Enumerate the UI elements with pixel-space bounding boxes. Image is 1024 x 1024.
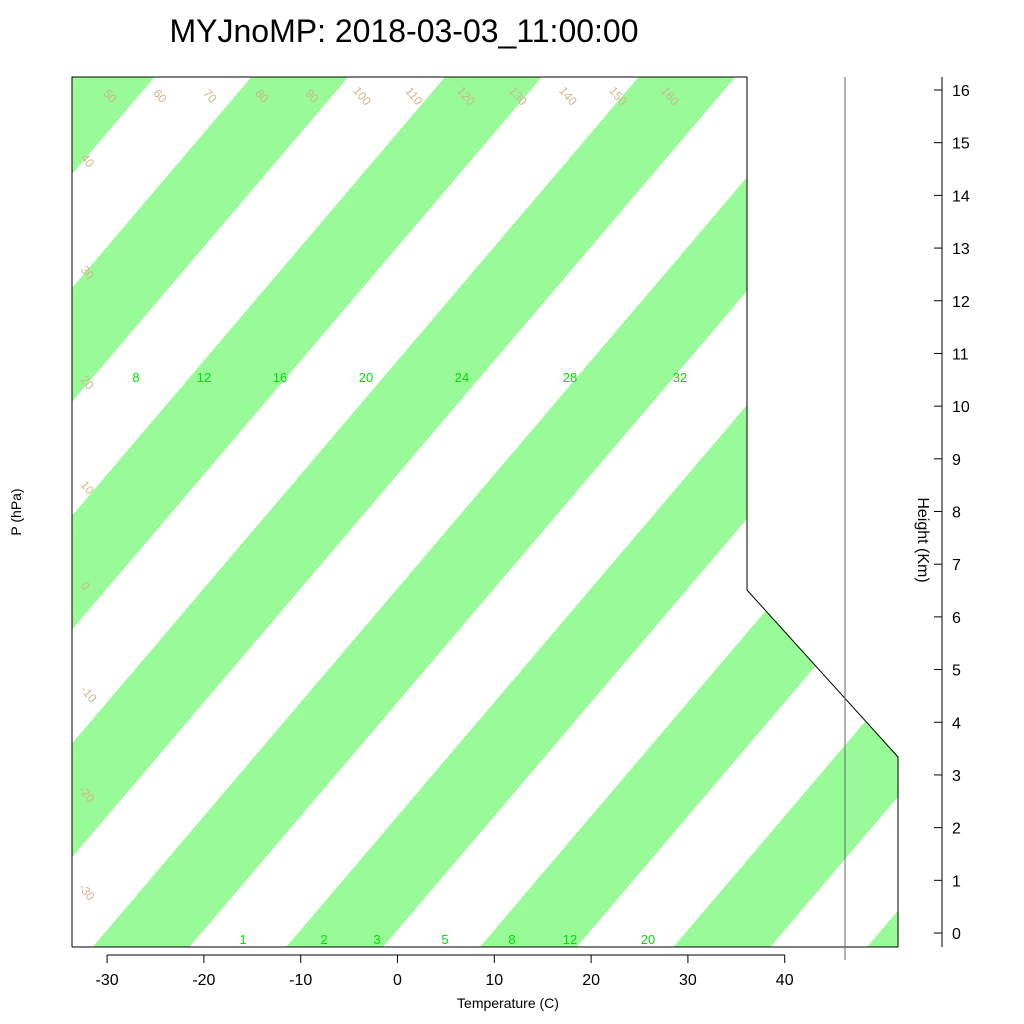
isotherm-label: -10 [751, 381, 784, 413]
x-tick-label: 20 [582, 972, 600, 989]
dry-adiabat-label: 60 [150, 86, 170, 105]
height-tick-label: 15 [952, 136, 970, 153]
mixing-ratio-label: 12 [563, 932, 577, 947]
x-tick-label: 0 [393, 972, 402, 989]
x-tick-label: -30 [96, 972, 119, 989]
moist-adiabat-label: 12 [197, 370, 211, 385]
height-axis-label: Height (Km) [914, 497, 931, 582]
isotherm-label: 30 [869, 695, 897, 723]
x-tick-label: -20 [192, 972, 215, 989]
height-tick-label: 12 [952, 294, 970, 311]
height-tick-label: 11 [952, 346, 969, 363]
isotherm-band [72, 77, 357, 947]
isotherm-band [277, 77, 898, 947]
moist-adiabat-label: 8 [132, 370, 139, 385]
isotherm-label: 10 [767, 585, 795, 613]
isotherm-label: -20 [751, 271, 784, 303]
isotherm-bands [72, 77, 898, 947]
x-tick-label: 10 [485, 972, 503, 989]
height-tick-label: 1 [952, 873, 961, 890]
isotherm-band [72, 77, 744, 947]
mixing-ratio-label: 20 [641, 932, 655, 947]
x-axis-label: Temperature (C) [457, 995, 559, 1011]
isotherm-band [72, 77, 551, 947]
isotherm-label: 0 [749, 506, 770, 528]
height-tick-label: 10 [952, 399, 970, 416]
mixing-ratio-label: 8 [508, 932, 515, 947]
height-tick-label: 9 [952, 452, 961, 469]
height-tick-label: 8 [952, 505, 961, 522]
isotherm-band [84, 77, 898, 947]
height-tick-label: 7 [952, 557, 961, 574]
height-tick-label: 5 [952, 663, 961, 680]
moist-adiabat-label: 28 [563, 370, 577, 385]
isotherm-band [471, 77, 898, 947]
height-tick-label: 13 [952, 241, 970, 258]
mixing-ratio-label: 5 [441, 932, 448, 947]
mixing-ratio-label: 1 [239, 932, 246, 947]
height-tick-label: 6 [952, 610, 961, 627]
height-tick-label: 4 [952, 715, 961, 732]
moist-adiabat-label: 16 [273, 370, 287, 385]
plot-border [71, 76, 899, 947]
height-tick-label: 16 [952, 83, 970, 100]
height-tick-label: 14 [952, 188, 970, 205]
axes: 1001502002503004005007008501000-30-20-10… [96, 954, 794, 989]
x-tick-label: 40 [776, 972, 794, 989]
moist-adiabat-label: 20 [359, 370, 373, 385]
height-tick-label: 3 [952, 768, 961, 785]
y-axis-label: P (hPa) [8, 488, 24, 535]
plot-frame [71, 76, 899, 948]
mixing-ratio-label: 2 [320, 932, 327, 947]
height-tick-label: 2 [952, 821, 961, 838]
isotherm-label: -30 [751, 151, 784, 183]
dry-adiabat-label: -10 [78, 683, 100, 706]
dry-adiabat-label: 100 [350, 84, 374, 109]
moist-adiabat-label: 24 [455, 370, 469, 385]
x-tick-label: 30 [679, 972, 697, 989]
height-tick-label: 0 [952, 926, 961, 943]
dry-adiabat-label: 70 [200, 86, 220, 105]
dry-adiabat-label: -30 [76, 881, 98, 904]
dry-adiabat-label: 140 [556, 84, 580, 109]
x-tick-label: -10 [289, 972, 312, 989]
moist-adiabat-label: 32 [673, 370, 687, 385]
mixing-ratio-label: 3 [373, 932, 380, 947]
chart-title: MYJnoMP: 2018-03-03_11:00:00 [169, 13, 638, 49]
